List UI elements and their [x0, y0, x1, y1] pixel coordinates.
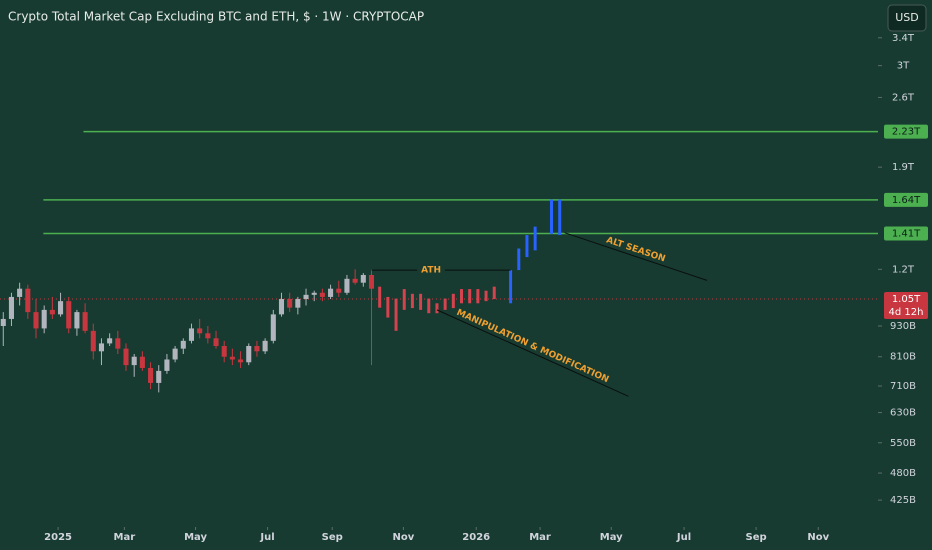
- y-tick-label: 425B: [890, 495, 916, 506]
- candle-body: [8, 296, 14, 319]
- x-tick-label: Nov: [393, 532, 415, 543]
- y-tick-label: 3.4T: [892, 33, 915, 44]
- x-tick-label: May: [600, 532, 623, 543]
- y-tick-label: 1.2T: [892, 264, 915, 275]
- candle-body: [82, 312, 88, 331]
- candle-body: [74, 312, 80, 329]
- candle-body: [0, 318, 6, 327]
- x-tick-label: Nov: [807, 532, 829, 543]
- level-label-box: [884, 192, 928, 207]
- candle-body: [17, 288, 23, 297]
- x-tick-label: Jul: [676, 532, 691, 543]
- y-tick-label: 3T: [897, 61, 910, 72]
- candle-body: [344, 278, 350, 293]
- currency-label[interactable]: USD: [895, 11, 919, 24]
- candle-body: [303, 294, 309, 300]
- x-tick-label: 2025: [44, 532, 72, 543]
- candle-body: [164, 359, 170, 371]
- candle-body: [278, 299, 285, 315]
- candle-body: [148, 367, 154, 383]
- level-label-box: [884, 124, 928, 139]
- candle-body: [246, 346, 252, 363]
- candle-body: [49, 309, 55, 315]
- candle-body: [213, 338, 219, 347]
- chart-title: Crypto Total Market Cap Excluding BTC an…: [8, 10, 424, 24]
- last-price-label: 1.05T: [892, 294, 921, 305]
- candle-body: [295, 299, 301, 308]
- x-tick-label: 2026: [462, 532, 490, 543]
- last-price-box: [884, 292, 928, 320]
- annotation-line: [564, 232, 708, 281]
- candle-body: [98, 343, 105, 352]
- countdown-label: 4d 12h: [889, 307, 924, 318]
- y-tick-label: 630B: [890, 408, 916, 419]
- x-tick-label: Sep: [746, 532, 767, 543]
- candle-body: [319, 292, 325, 297]
- candle-body: [139, 356, 145, 368]
- y-tick-label: 810B: [890, 352, 916, 363]
- candle-body: [172, 348, 178, 360]
- y-tick-label: 480B: [890, 468, 916, 479]
- y-tick-label: 550B: [890, 438, 916, 449]
- candle-body: [25, 288, 31, 313]
- candle-body: [328, 288, 334, 297]
- y-tick-label: 2.6T: [892, 92, 915, 103]
- candle-body: [180, 340, 186, 349]
- annotation-gap: [417, 264, 446, 277]
- candle-body: [205, 333, 211, 339]
- x-tick-label: Sep: [322, 532, 343, 543]
- candle-body: [287, 299, 293, 308]
- candle-body: [270, 314, 276, 341]
- candle-body: [238, 359, 244, 363]
- candle-body: [254, 346, 260, 352]
- annotation-line: [436, 309, 629, 397]
- candle-body: [41, 309, 47, 329]
- candle-body: [131, 356, 137, 366]
- level-label: 2.23T: [892, 127, 921, 138]
- x-tick-label: Jul: [259, 532, 274, 543]
- candle-body: [352, 278, 358, 283]
- candle-body: [123, 348, 129, 366]
- level-label-box: [884, 226, 928, 241]
- candle-body: [156, 370, 162, 383]
- candle-body: [336, 288, 342, 293]
- candle-body: [115, 338, 121, 349]
- candle-body: [33, 312, 39, 329]
- candle-body: [262, 340, 268, 352]
- x-tick-label: May: [184, 532, 207, 543]
- candle-body: [368, 274, 375, 289]
- candle-body: [107, 338, 113, 344]
- candle-body: [229, 356, 235, 360]
- candle-body: [90, 330, 96, 352]
- y-tick-label: 1.9T: [892, 162, 915, 173]
- level-label: 1.64T: [892, 195, 921, 206]
- level-label: 1.41T: [892, 228, 921, 239]
- x-tick-label: Mar: [529, 532, 551, 543]
- y-tick-label: 930B: [890, 321, 916, 332]
- candle-body: [360, 274, 366, 283]
- candle-body: [188, 328, 195, 341]
- candle-body: [311, 292, 317, 295]
- annotation-text: ATH: [421, 266, 441, 276]
- candle-body: [66, 301, 72, 329]
- candle-body: [197, 328, 203, 334]
- x-tick-label: Mar: [114, 532, 136, 543]
- currency-button[interactable]: [887, 4, 927, 32]
- y-tick-label: 710B: [890, 381, 916, 392]
- candle-body: [221, 346, 227, 357]
- candle-body: [58, 301, 64, 315]
